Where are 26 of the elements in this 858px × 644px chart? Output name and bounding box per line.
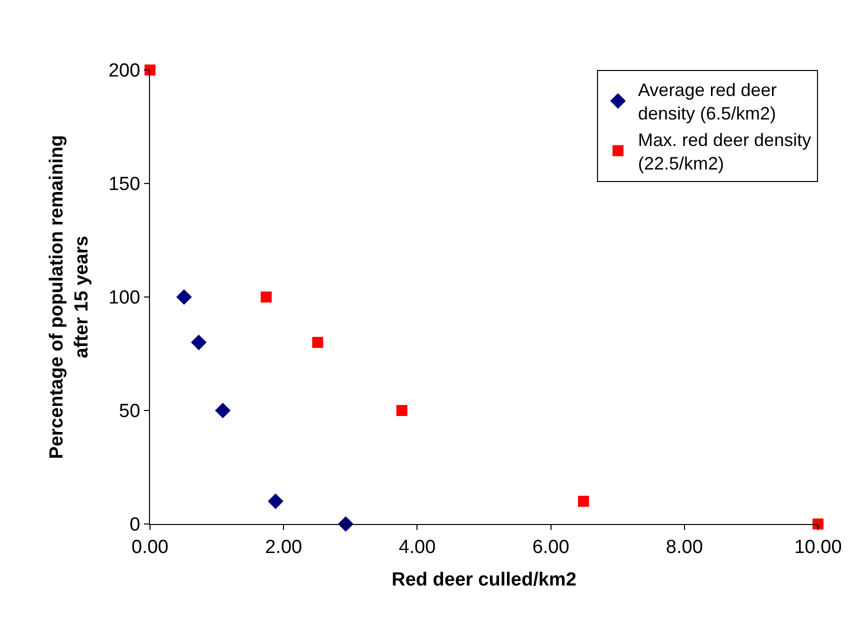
x-tick-label: 2.00 bbox=[265, 536, 302, 558]
y-tick-label: 200 bbox=[108, 60, 140, 82]
y-tick-label: 50 bbox=[119, 401, 140, 422]
point bbox=[176, 289, 192, 305]
y-tick-label: 100 bbox=[108, 288, 140, 309]
point bbox=[260, 292, 272, 302]
x-axis-title: Red deer culled/km2 bbox=[392, 570, 576, 591]
x-tick-label: 6.00 bbox=[532, 536, 570, 558]
point bbox=[812, 518, 824, 530]
y-tick-label: 0 bbox=[130, 514, 140, 536]
point bbox=[190, 334, 207, 350]
point bbox=[144, 64, 156, 76]
point bbox=[578, 496, 590, 507]
legend-label: Average red deer density (6.5/km2) bbox=[638, 80, 777, 124]
y-axis-title: Percentage of population remaining after 15 years bbox=[46, 134, 92, 460]
legend-label: Max. red deer density (22.5/km2) bbox=[638, 130, 812, 174]
x-tick-label: 4.00 bbox=[398, 536, 436, 558]
point bbox=[338, 516, 354, 532]
point bbox=[396, 405, 408, 416]
point bbox=[215, 402, 231, 418]
x-tick-label: 8.00 bbox=[666, 536, 703, 558]
x-tick-label: 10.00 bbox=[794, 536, 842, 558]
point bbox=[312, 336, 324, 348]
x-tick-label: 0.00 bbox=[132, 536, 168, 558]
y-tick-label: 150 bbox=[108, 174, 140, 196]
point bbox=[268, 494, 284, 510]
